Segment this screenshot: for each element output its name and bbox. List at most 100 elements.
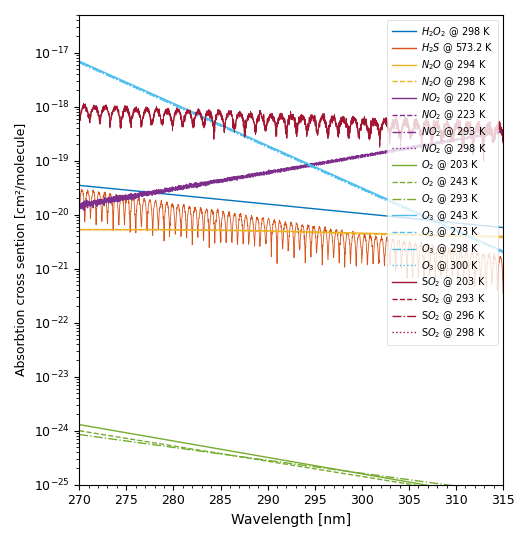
Line: $N_2O$ @ 294 K: $N_2O$ @ 294 K [79, 230, 503, 236]
$O_2$ @ 293 K [282, 460, 288, 466]
$H_2S$ @ 573.2 K [488, 263, 494, 270]
$NO_2$ @ 223 K [488, 130, 494, 136]
$NO_2$ @ 220 K [500, 128, 506, 134]
$NO_2$ @ 293 K [282, 166, 289, 172]
$O_3$ @ 273 K [500, 248, 506, 255]
$H_2O_2$ @ 298 K [488, 223, 494, 230]
$N_2O$ @ 298 K [500, 234, 506, 241]
$O_3$ @ 273 K [410, 208, 416, 215]
$NO_2$ @ 223 K [488, 130, 494, 136]
$NO_2$ @ 298 K [98, 198, 104, 204]
$H_2O_2$ @ 298 K [500, 224, 506, 231]
$NO_2$ @ 298 K [488, 131, 494, 138]
$SO_2$ @ 296 K [98, 112, 104, 119]
$O_3$ @ 243 K [488, 242, 494, 249]
$H_2O_2$ @ 298 K [282, 203, 288, 209]
$H_2S$ @ 573.2 K [78, 186, 85, 192]
$NO_2$ @ 298 K [81, 208, 87, 214]
$O_3$ @ 298 K [488, 243, 494, 250]
$N_2O$ @ 298 K [488, 234, 494, 241]
$SO_2$ @ 293 K [500, 139, 506, 146]
$O_2$ @ 203 K [488, 493, 494, 500]
X-axis label: Wavelength [nm]: Wavelength [nm] [231, 513, 351, 527]
$H_2O_2$ @ 298 K [410, 215, 416, 222]
$O_3$ @ 243 K [282, 150, 288, 157]
$O_3$ @ 298 K [76, 59, 82, 66]
$SO_2$ @ 203 K [98, 111, 104, 117]
$O_2$ @ 243 K [500, 496, 506, 502]
$SO_2$ @ 203 K [480, 157, 487, 163]
$H_2O_2$ @ 298 K [271, 202, 277, 208]
$O_3$ @ 300 K [282, 152, 288, 158]
$NO_2$ @ 223 K [81, 205, 87, 212]
$SO_2$ @ 203 K [271, 114, 278, 121]
$NO_2$ @ 298 K [488, 132, 494, 138]
$SO_2$ @ 296 K [488, 133, 494, 139]
$NO_2$ @ 220 K [271, 168, 278, 175]
$NO_2$ @ 223 K [271, 167, 278, 174]
$NO_2$ @ 220 K [76, 203, 82, 210]
$O_3$ @ 273 K [488, 243, 494, 249]
Line: $O_3$ @ 243 K: $O_3$ @ 243 K [79, 61, 503, 251]
Line: $SO_2$ @ 203 K: $SO_2$ @ 203 K [79, 104, 503, 160]
$O_3$ @ 298 K [282, 152, 288, 158]
$SO_2$ @ 298 K [98, 113, 104, 119]
$SO_2$ @ 298 K [76, 121, 82, 128]
$NO_2$ @ 220 K [488, 130, 494, 137]
$O_2$ @ 203 K [282, 457, 288, 464]
$O_2$ @ 293 K [76, 431, 82, 438]
$O_3$ @ 273 K [98, 68, 104, 75]
$SO_2$ @ 203 K [80, 100, 86, 107]
$O_2$ @ 203 K [488, 493, 494, 500]
$SO_2$ @ 298 K [480, 159, 487, 165]
$N_2O$ @ 298 K [98, 227, 104, 233]
$N_2O$ @ 298 K [282, 229, 288, 235]
Line: $NO_2$ @ 293 K: $NO_2$ @ 293 K [79, 132, 503, 210]
$SO_2$ @ 298 K [80, 102, 86, 108]
$SO_2$ @ 293 K [80, 101, 86, 107]
$NO_2$ @ 298 K [410, 145, 417, 151]
$N_2O$ @ 294 K [488, 233, 494, 240]
$SO_2$ @ 296 K [488, 127, 494, 133]
$SO_2$ @ 203 K [76, 120, 82, 126]
Line: $O_2$ @ 203 K: $O_2$ @ 203 K [79, 424, 503, 499]
$NO_2$ @ 293 K [500, 129, 506, 136]
$H_2S$ @ 573.2 K [76, 216, 82, 223]
$O_2$ @ 243 K [410, 481, 416, 488]
$O_2$ @ 243 K [98, 431, 104, 437]
$N_2O$ @ 294 K [500, 233, 506, 240]
$O_2$ @ 293 K [98, 434, 104, 441]
$NO_2$ @ 223 K [76, 202, 82, 209]
$NO_2$ @ 293 K [98, 197, 104, 204]
$O_3$ @ 243 K [410, 208, 416, 214]
$O_2$ @ 293 K [410, 477, 416, 483]
$O_3$ @ 298 K [98, 69, 104, 75]
Line: $H_2S$ @ 573.2 K: $H_2S$ @ 573.2 K [79, 189, 503, 293]
$SO_2$ @ 293 K [76, 121, 82, 127]
$NO_2$ @ 223 K [98, 196, 104, 203]
$O_3$ @ 273 K [282, 151, 288, 157]
$NO_2$ @ 293 K [488, 131, 494, 138]
$N_2O$ @ 294 K [76, 227, 82, 233]
$SO_2$ @ 296 K [271, 116, 278, 122]
$O_2$ @ 203 K [271, 455, 277, 462]
$O_2$ @ 203 K [410, 480, 416, 486]
$SO_2$ @ 293 K [488, 132, 494, 139]
$O_2$ @ 243 K [488, 494, 494, 501]
$O_3$ @ 243 K [500, 248, 506, 254]
$N_2O$ @ 298 K [488, 234, 494, 241]
$O_3$ @ 243 K [488, 242, 494, 249]
$O_2$ @ 203 K [76, 421, 82, 428]
$SO_2$ @ 298 K [271, 116, 278, 122]
$O_3$ @ 273 K [488, 243, 494, 249]
$NO_2$ @ 223 K [500, 127, 506, 134]
$O_2$ @ 203 K [98, 425, 104, 431]
$O_3$ @ 300 K [98, 69, 104, 76]
$O_3$ @ 273 K [76, 59, 82, 65]
$O_2$ @ 293 K [488, 488, 494, 494]
$N_2O$ @ 298 K [410, 232, 416, 238]
$NO_2$ @ 298 K [271, 170, 278, 176]
$O_3$ @ 300 K [488, 244, 494, 250]
$NO_2$ @ 293 K [81, 207, 87, 214]
$SO_2$ @ 203 K [410, 128, 417, 135]
